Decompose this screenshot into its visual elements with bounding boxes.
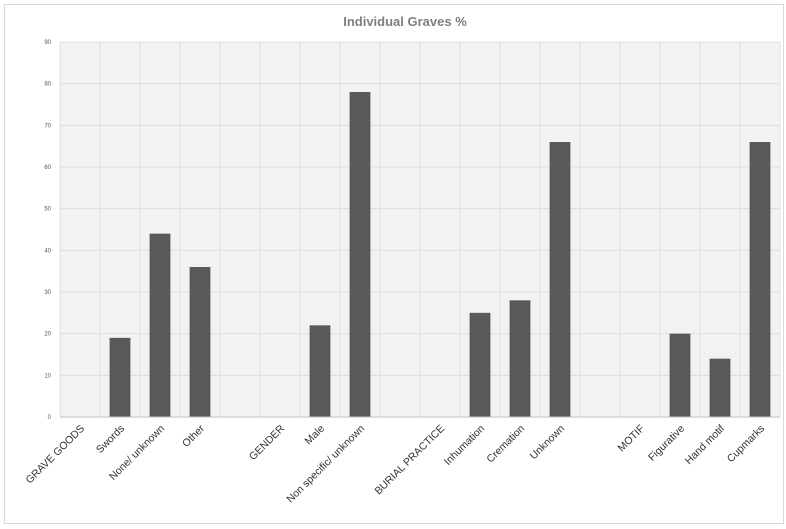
- y-tick-label: 40: [44, 248, 51, 254]
- x-tick-label: GRAVE GOODS: [23, 423, 87, 487]
- x-tick-label: Swords: [94, 423, 127, 456]
- y-tick-label: 50: [44, 207, 51, 213]
- x-tick-label: GENDER: [247, 422, 288, 463]
- bar: [309, 325, 331, 417]
- bar: [349, 92, 371, 417]
- y-tick-label: 20: [44, 332, 51, 338]
- y-axis-ticks: 0 10 20 30 40 50 60 70 80 90: [44, 40, 51, 421]
- gridlines: [59, 41, 781, 418]
- chart-frame: 0 10 20 30 40 50 60 70 80 90 GRAVE GOODS Swords Non…: [4, 4, 784, 524]
- x-tick-label: Figurative: [646, 423, 687, 464]
- y-tick-label: 60: [44, 165, 51, 171]
- y-tick-label: 90: [44, 40, 51, 46]
- x-tick-label: Hand motif: [683, 423, 727, 467]
- chart-title: Individual Graves %: [343, 14, 467, 29]
- bar: [749, 142, 771, 417]
- x-tick-label: Cremation: [484, 423, 527, 466]
- x-tick-label: Other: [180, 422, 207, 449]
- y-tick-label: 30: [44, 290, 51, 296]
- bar: [509, 300, 531, 417]
- x-tick-label: Unknown: [528, 423, 568, 463]
- bar: [549, 142, 571, 417]
- x-tick-label: BURIAL PRACTICE: [372, 423, 447, 498]
- bar: [469, 312, 491, 417]
- x-tick-label: Male: [303, 423, 328, 448]
- bar: [149, 233, 171, 417]
- y-tick-label: 70: [44, 123, 51, 129]
- y-tick-label: 10: [44, 373, 51, 379]
- bars: [109, 92, 771, 417]
- bar: [709, 358, 731, 417]
- x-tick-label: Inhumation: [442, 423, 487, 468]
- x-tick-label: Non specific/ unknown: [284, 423, 367, 506]
- x-tick-label: MOTIF: [616, 423, 648, 455]
- bar: [109, 337, 131, 417]
- bar: [189, 267, 211, 417]
- bar: [669, 333, 691, 417]
- x-tick-label: Cupmarks: [725, 423, 767, 465]
- y-tick-label: 80: [44, 82, 51, 88]
- y-tick-label: 0: [48, 415, 52, 421]
